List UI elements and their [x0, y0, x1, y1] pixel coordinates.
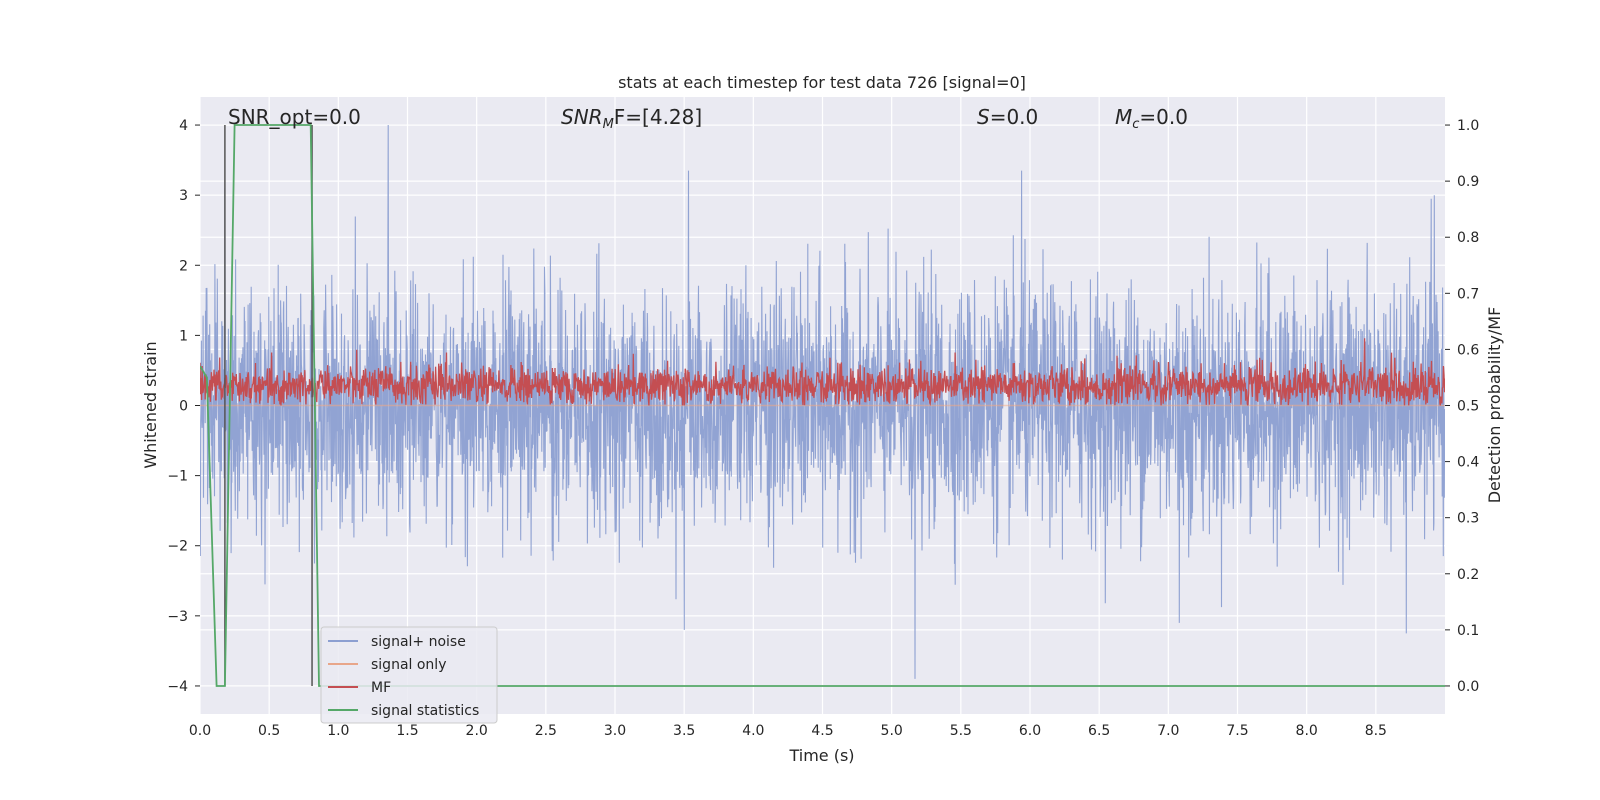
snr-mf-subscript: M	[603, 117, 614, 132]
y-tick-label: 3	[179, 188, 188, 204]
series-signal-noise	[200, 124, 1445, 679]
x-tick-label: 8.0	[1296, 723, 1318, 739]
x-tick-label: 8.5	[1365, 723, 1387, 739]
y-tick-labels: −4 −3 −2 −1 0 1 2 3 4	[167, 118, 200, 695]
x-tick-label: 6.5	[1088, 723, 1110, 739]
y-tick-label: 1	[179, 328, 188, 344]
plot-series	[200, 124, 1445, 687]
y-tick-label: −3	[167, 609, 188, 625]
y-right-tick-label: 0.5	[1457, 399, 1479, 415]
series-signal-statistics	[200, 124, 1445, 687]
chart-title: stats at each timestep for test data 726…	[618, 73, 1026, 92]
snr-mf-suffix: F=[4.28]	[614, 105, 702, 129]
x-tick-label: 2.5	[535, 723, 557, 739]
x-tick-label: 3.0	[604, 723, 626, 739]
y-right-tick-label: 0.1	[1457, 623, 1479, 639]
x-tick-labels: 0.0 0.5 1.0 1.5 2.0 2.5 3.0 3.5 4.0 4.5 5.0 5.5 6.0 6…	[189, 723, 1387, 739]
y-right-axis-label: Detection probability/MF	[1485, 307, 1504, 504]
mc-label: M	[1115, 105, 1132, 129]
legend-box	[320, 626, 498, 724]
x-tick-label: 1.0	[327, 723, 349, 739]
x-tick-label: 7.5	[1226, 723, 1248, 739]
annotation-s: S=0.0	[977, 105, 1038, 129]
y-tick-label: −1	[167, 469, 188, 485]
mc-value: =0.0	[1139, 105, 1188, 129]
s-value: =0.0	[990, 105, 1039, 129]
x-tick-label: 6.0	[1019, 723, 1041, 739]
y-right-tick-label: 0.7	[1457, 286, 1479, 302]
x-tick-label: 3.5	[673, 723, 695, 739]
y-right-tick-label: 0.8	[1457, 230, 1479, 246]
x-tick-label: 0.0	[189, 723, 211, 739]
x-tick-label: 4.5	[811, 723, 833, 739]
y-right-tick-label: 0.9	[1457, 174, 1479, 190]
x-tick-label: 2.0	[466, 723, 488, 739]
y-right-tick-label: 0.3	[1457, 511, 1479, 527]
x-tick-label: 5.0	[881, 723, 903, 739]
legend-label-signal-only: signal only	[371, 657, 446, 673]
annotation-snr-mf: SNRMF=[4.28]	[561, 105, 702, 132]
x-tick-label: 1.5	[396, 723, 418, 739]
x-tick-label: 5.5	[950, 723, 972, 739]
y-right-tick-label: 0.0	[1457, 679, 1479, 695]
y-tick-label: −2	[167, 539, 188, 555]
y-right-tick-labels: 0.0 0.1 0.2 0.3 0.4 0.5 0.6 0.7 0.8 0.9 1.0	[1445, 118, 1479, 695]
x-tick-label: 7.0	[1157, 723, 1179, 739]
y-tick-label: −4	[167, 679, 188, 695]
y-axis-label: Whitened strain	[141, 341, 160, 468]
y-right-tick-label: 0.6	[1457, 342, 1479, 358]
legend-label-signal-noise: signal+ noise	[371, 634, 466, 650]
y-right-tick-label: 0.2	[1457, 567, 1479, 583]
x-tick-label: 0.5	[258, 723, 280, 739]
y-tick-label: 4	[179, 118, 188, 134]
mc-subscript: c	[1132, 117, 1139, 132]
legend-label-mf: MF	[371, 680, 391, 696]
legend: signal+ noise signal only MF signal stat…	[320, 626, 498, 724]
annotation-snr-opt: SNR_opt=0.0	[228, 105, 361, 129]
y-right-tick-label: 0.4	[1457, 455, 1479, 471]
y-right-tick-label: 1.0	[1457, 118, 1479, 134]
s-label: S	[977, 105, 990, 129]
x-tick-label: 4.0	[742, 723, 764, 739]
y-tick-label: 2	[179, 258, 188, 274]
x-axis-label: Time (s)	[788, 746, 854, 765]
legend-label-signal-statistics: signal statistics	[371, 703, 479, 719]
annotation-mc: Mc=0.0	[1115, 105, 1188, 132]
series-mf	[200, 338, 1445, 407]
y-tick-label: 0	[179, 399, 188, 415]
snr-mf-prefix: SNR	[561, 105, 603, 129]
